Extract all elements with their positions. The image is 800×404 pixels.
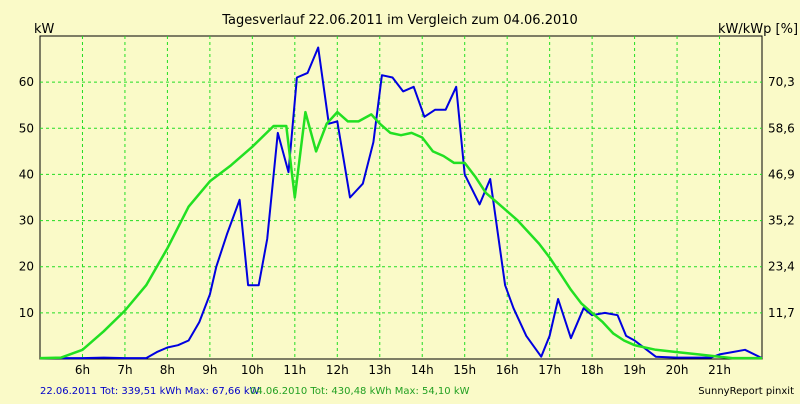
x-tick-label: 18h <box>581 363 604 377</box>
y-left-tick-label: 10 <box>19 306 34 320</box>
series-layer <box>39 46 763 360</box>
x-tick-label: 14h <box>411 363 434 377</box>
footer-series2-info: 04.06.2010 Tot: 430,48 kWh Max: 54,10 kW <box>250 386 470 397</box>
footer-series1-info: 22.06.2011 Tot: 339,51 kWh Max: 67,66 kW <box>40 386 260 397</box>
y-left-tick-label: 60 <box>19 75 34 89</box>
x-tick-label: 12h <box>326 363 349 377</box>
x-tick-label: 9h <box>202 363 217 377</box>
y-left-tick-label: 40 <box>19 167 34 181</box>
y-left-tick-label: 20 <box>19 260 34 274</box>
y-right-tick-label: 46,9 <box>768 167 795 181</box>
y-right-tick-label: 11,7 <box>768 306 795 320</box>
x-tick-label: 20h <box>666 363 689 377</box>
x-tick-label: 16h <box>496 363 519 377</box>
x-tick-label: 6h <box>75 363 90 377</box>
x-tick-label: 15h <box>453 363 476 377</box>
x-tick-label: 17h <box>538 363 561 377</box>
series-line-2011 <box>40 46 763 360</box>
y-right-tick-label: 23,4 <box>768 260 795 274</box>
y-left-tick-label: 50 <box>19 121 34 135</box>
grid-layer <box>40 36 762 359</box>
x-tick-label: 19h <box>623 363 646 377</box>
x-tick-label: 11h <box>283 363 306 377</box>
y-left-tick-label: 30 <box>19 214 34 228</box>
x-tick-label: 8h <box>160 363 175 377</box>
footer-brand: SunnyReport pinxit <box>698 386 794 397</box>
y-axis-left-label: kW <box>34 22 55 37</box>
x-tick-label: 13h <box>368 363 391 377</box>
y-right-tick-label: 35,2 <box>768 214 795 228</box>
x-tick-label: 10h <box>241 363 264 377</box>
tick-label-layer: 6h 7h 8h 9h 10h 11h 12h 13h 14h 15h 16h 17h 18h 19h 20… <box>19 75 795 377</box>
series-line-2010 <box>39 110 762 360</box>
x-tick-label: 7h <box>117 363 132 377</box>
x-tick-label: 21h <box>708 363 731 377</box>
y-axis-right-label: kW/kWp [%] <box>718 22 798 37</box>
y-right-tick-label: 58,6 <box>768 121 795 135</box>
chart-title: Tagesverlauf 22.06.2011 im Vergleich zum… <box>221 13 578 28</box>
plot-area <box>39 35 763 360</box>
y-right-tick-label: 70,3 <box>768 75 795 89</box>
